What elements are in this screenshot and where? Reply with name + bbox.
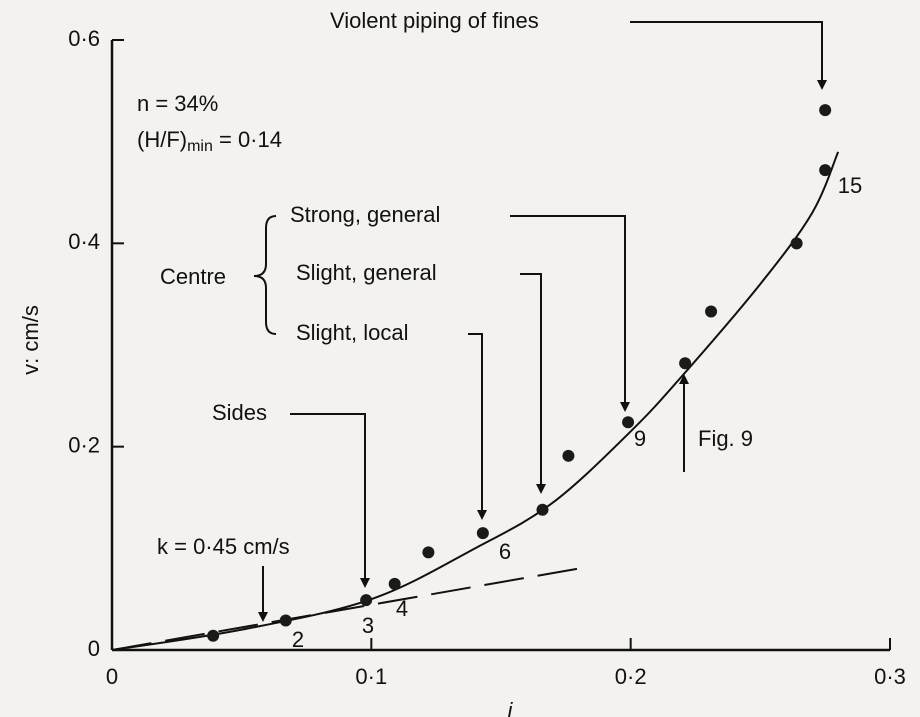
x-axis-label: i bbox=[508, 698, 514, 717]
reference-line bbox=[111, 566, 585, 651]
x-tick-label: 0·2 bbox=[615, 664, 647, 689]
data-point bbox=[360, 594, 373, 607]
point-label: 4 bbox=[396, 596, 408, 621]
y-tick-label: 0·2 bbox=[68, 432, 100, 457]
data-point bbox=[422, 546, 435, 559]
annotation-part: min bbox=[187, 138, 213, 155]
brace bbox=[253, 215, 277, 335]
annotation-part: = 0·14 bbox=[213, 127, 282, 152]
data-point bbox=[679, 357, 692, 370]
point-label: 6 bbox=[499, 539, 511, 564]
annotation: k = 0·45 cm/s bbox=[157, 534, 290, 559]
data-point bbox=[819, 164, 832, 177]
leader-line bbox=[510, 215, 630, 412]
annotation: Fig. 9 bbox=[698, 426, 753, 451]
data-point bbox=[790, 237, 803, 250]
point-label: 15 bbox=[838, 173, 862, 198]
leader-line bbox=[520, 273, 546, 494]
point-label: 3 bbox=[362, 613, 374, 638]
data-point bbox=[562, 449, 575, 462]
leader-line bbox=[468, 333, 487, 520]
data-point bbox=[207, 629, 220, 642]
y-tick-label: 0·4 bbox=[68, 229, 100, 254]
point-label: 2 bbox=[292, 627, 304, 652]
x-tick-label: 0·1 bbox=[355, 664, 387, 689]
x-tick-label: 0 bbox=[106, 664, 118, 689]
data-point bbox=[279, 614, 292, 627]
y-tick-label: 0·6 bbox=[68, 26, 100, 51]
annotation: Slight, local bbox=[296, 320, 409, 345]
leader-line bbox=[290, 413, 370, 588]
annotation: Violent piping of fines bbox=[330, 8, 539, 33]
data-point bbox=[536, 503, 549, 516]
leader-line bbox=[630, 21, 827, 90]
data-point bbox=[476, 527, 489, 540]
annotation: Slight, general bbox=[296, 260, 437, 285]
data-point bbox=[388, 577, 401, 590]
point-label: 9 bbox=[634, 426, 646, 451]
data-point bbox=[622, 416, 635, 429]
annotation: Centre bbox=[160, 264, 226, 289]
annotation: n = 34% bbox=[137, 91, 218, 116]
annotation: (H/F)min = 0·14 bbox=[137, 127, 282, 155]
x-tick-label: 0·3 bbox=[874, 664, 906, 689]
annotation: Strong, general bbox=[290, 202, 440, 227]
y-tick-label: 0 bbox=[88, 636, 100, 661]
annotation-part: (H/F) bbox=[137, 127, 187, 152]
data-point bbox=[819, 104, 832, 117]
annotation: Sides bbox=[212, 400, 267, 425]
y-axis-label: v: cm/s bbox=[18, 305, 43, 375]
data-point bbox=[705, 305, 718, 318]
